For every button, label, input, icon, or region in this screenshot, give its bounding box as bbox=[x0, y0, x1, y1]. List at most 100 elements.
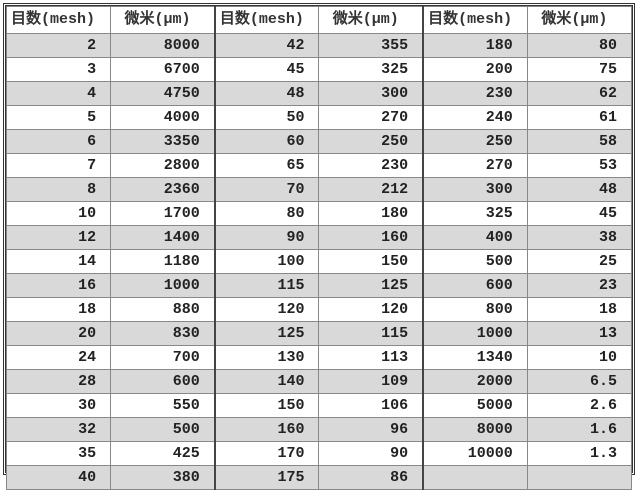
cell-micron-3: 10 bbox=[526, 345, 633, 370]
cell-mesh-3: 200 bbox=[422, 57, 528, 82]
cell-micron-3: 53 bbox=[526, 153, 633, 178]
table-row: 40 380 175 86 bbox=[5, 465, 633, 490]
cell-micron-3: 6.5 bbox=[526, 369, 633, 394]
cell-micron-3: 18 bbox=[526, 297, 633, 322]
cell-mesh-3: 5000 bbox=[422, 393, 528, 418]
cell-mesh-3: 600 bbox=[422, 273, 528, 298]
cell-mesh-3: 300 bbox=[422, 177, 528, 202]
mesh-micron-table: 目数(mesh) 微米(μm) 目数(mesh) 微米(μm) 目数(mesh)… bbox=[5, 6, 633, 490]
cell-mesh-3: 800 bbox=[422, 297, 528, 322]
cell-micron-1: 2360 bbox=[110, 177, 216, 202]
cell-mesh-2: 140 bbox=[214, 369, 320, 394]
cell-mesh-1: 14 bbox=[5, 249, 112, 274]
cell-mesh-1: 7 bbox=[5, 153, 112, 178]
cell-micron-3: 75 bbox=[526, 57, 633, 82]
cell-micron-2: 106 bbox=[318, 393, 425, 418]
table-row: 12 1400 90 160 400 38 bbox=[5, 225, 633, 250]
cell-micron-3: 45 bbox=[526, 201, 633, 226]
header-mesh-3: 目数(mesh) bbox=[422, 6, 528, 34]
table-row: 5 4000 50 270 240 61 bbox=[5, 105, 633, 130]
cell-mesh-3: 180 bbox=[422, 33, 528, 58]
cell-mesh-2: 150 bbox=[214, 393, 320, 418]
cell-mesh-3: 250 bbox=[422, 129, 528, 154]
cell-micron-1: 425 bbox=[110, 441, 216, 466]
cell-micron-3: 62 bbox=[526, 81, 633, 106]
cell-mesh-3: 325 bbox=[422, 201, 528, 226]
cell-mesh-1: 3 bbox=[5, 57, 112, 82]
cell-micron-3: 25 bbox=[526, 249, 633, 274]
cell-micron-2: 300 bbox=[318, 81, 425, 106]
cell-mesh-2: 170 bbox=[214, 441, 320, 466]
cell-mesh-2: 80 bbox=[214, 201, 320, 226]
table-row: 8 2360 70 212 300 48 bbox=[5, 177, 633, 202]
cell-micron-2: 96 bbox=[318, 417, 425, 442]
cell-micron-3 bbox=[526, 465, 633, 490]
cell-mesh-2: 115 bbox=[214, 273, 320, 298]
header-mesh-2: 目数(mesh) bbox=[214, 6, 320, 34]
cell-micron-1: 1000 bbox=[110, 273, 216, 298]
cell-mesh-1: 16 bbox=[5, 273, 112, 298]
cell-micron-3: 23 bbox=[526, 273, 633, 298]
cell-micron-1: 2800 bbox=[110, 153, 216, 178]
cell-mesh-2: 120 bbox=[214, 297, 320, 322]
cell-micron-3: 38 bbox=[526, 225, 633, 250]
cell-mesh-3: 1340 bbox=[422, 345, 528, 370]
cell-mesh-2: 160 bbox=[214, 417, 320, 442]
cell-mesh-2: 48 bbox=[214, 81, 320, 106]
cell-micron-3: 58 bbox=[526, 129, 633, 154]
cell-mesh-1: 4 bbox=[5, 81, 112, 106]
cell-micron-2: 180 bbox=[318, 201, 425, 226]
table-row: 6 3350 60 250 250 58 bbox=[5, 129, 633, 154]
cell-mesh-1: 5 bbox=[5, 105, 112, 130]
cell-micron-1: 550 bbox=[110, 393, 216, 418]
cell-micron-2: 212 bbox=[318, 177, 425, 202]
cell-micron-1: 6700 bbox=[110, 57, 216, 82]
cell-micron-1: 380 bbox=[110, 465, 216, 490]
cell-mesh-3: 10000 bbox=[422, 441, 528, 466]
table-row: 10 1700 80 180 325 45 bbox=[5, 201, 633, 226]
header-micron-3: 微米(μm) bbox=[526, 6, 633, 34]
cell-mesh-3: 240 bbox=[422, 105, 528, 130]
cell-micron-1: 1700 bbox=[110, 201, 216, 226]
cell-micron-1: 500 bbox=[110, 417, 216, 442]
cell-micron-3: 61 bbox=[526, 105, 633, 130]
cell-micron-2: 325 bbox=[318, 57, 425, 82]
cell-micron-2: 90 bbox=[318, 441, 425, 466]
cell-mesh-1: 40 bbox=[5, 465, 112, 490]
cell-mesh-1: 32 bbox=[5, 417, 112, 442]
cell-micron-2: 120 bbox=[318, 297, 425, 322]
cell-mesh-2: 45 bbox=[214, 57, 320, 82]
table-row: 16 1000 115 125 600 23 bbox=[5, 273, 633, 298]
header-row: 目数(mesh) 微米(μm) 目数(mesh) 微米(μm) 目数(mesh)… bbox=[5, 6, 633, 34]
cell-micron-1: 1180 bbox=[110, 249, 216, 274]
cell-mesh-2: 125 bbox=[214, 321, 320, 346]
header-micron-2: 微米(μm) bbox=[318, 6, 425, 34]
table-row: 20 830 125 115 1000 13 bbox=[5, 321, 633, 346]
cell-mesh-1: 20 bbox=[5, 321, 112, 346]
table-row: 7 2800 65 230 270 53 bbox=[5, 153, 633, 178]
cell-micron-1: 4000 bbox=[110, 105, 216, 130]
cell-mesh-1: 28 bbox=[5, 369, 112, 394]
cell-micron-3: 80 bbox=[526, 33, 633, 58]
table-row: 18 880 120 120 800 18 bbox=[5, 297, 633, 322]
cell-mesh-2: 100 bbox=[214, 249, 320, 274]
cell-mesh-3 bbox=[422, 465, 528, 490]
cell-micron-2: 109 bbox=[318, 369, 425, 394]
cell-micron-1: 700 bbox=[110, 345, 216, 370]
cell-micron-2: 150 bbox=[318, 249, 425, 274]
table-row: 28 600 140 109 2000 6.5 bbox=[5, 369, 633, 394]
cell-micron-2: 86 bbox=[318, 465, 425, 490]
cell-mesh-3: 400 bbox=[422, 225, 528, 250]
cell-mesh-1: 18 bbox=[5, 297, 112, 322]
cell-mesh-2: 65 bbox=[214, 153, 320, 178]
table-row: 4 4750 48 300 230 62 bbox=[5, 81, 633, 106]
header-micron-1: 微米(μm) bbox=[110, 6, 216, 34]
cell-mesh-3: 230 bbox=[422, 81, 528, 106]
cell-mesh-1: 6 bbox=[5, 129, 112, 154]
cell-mesh-1: 12 bbox=[5, 225, 112, 250]
cell-mesh-2: 130 bbox=[214, 345, 320, 370]
cell-micron-2: 115 bbox=[318, 321, 425, 346]
cell-micron-3: 2.6 bbox=[526, 393, 633, 418]
cell-micron-2: 113 bbox=[318, 345, 425, 370]
cell-mesh-2: 42 bbox=[214, 33, 320, 58]
